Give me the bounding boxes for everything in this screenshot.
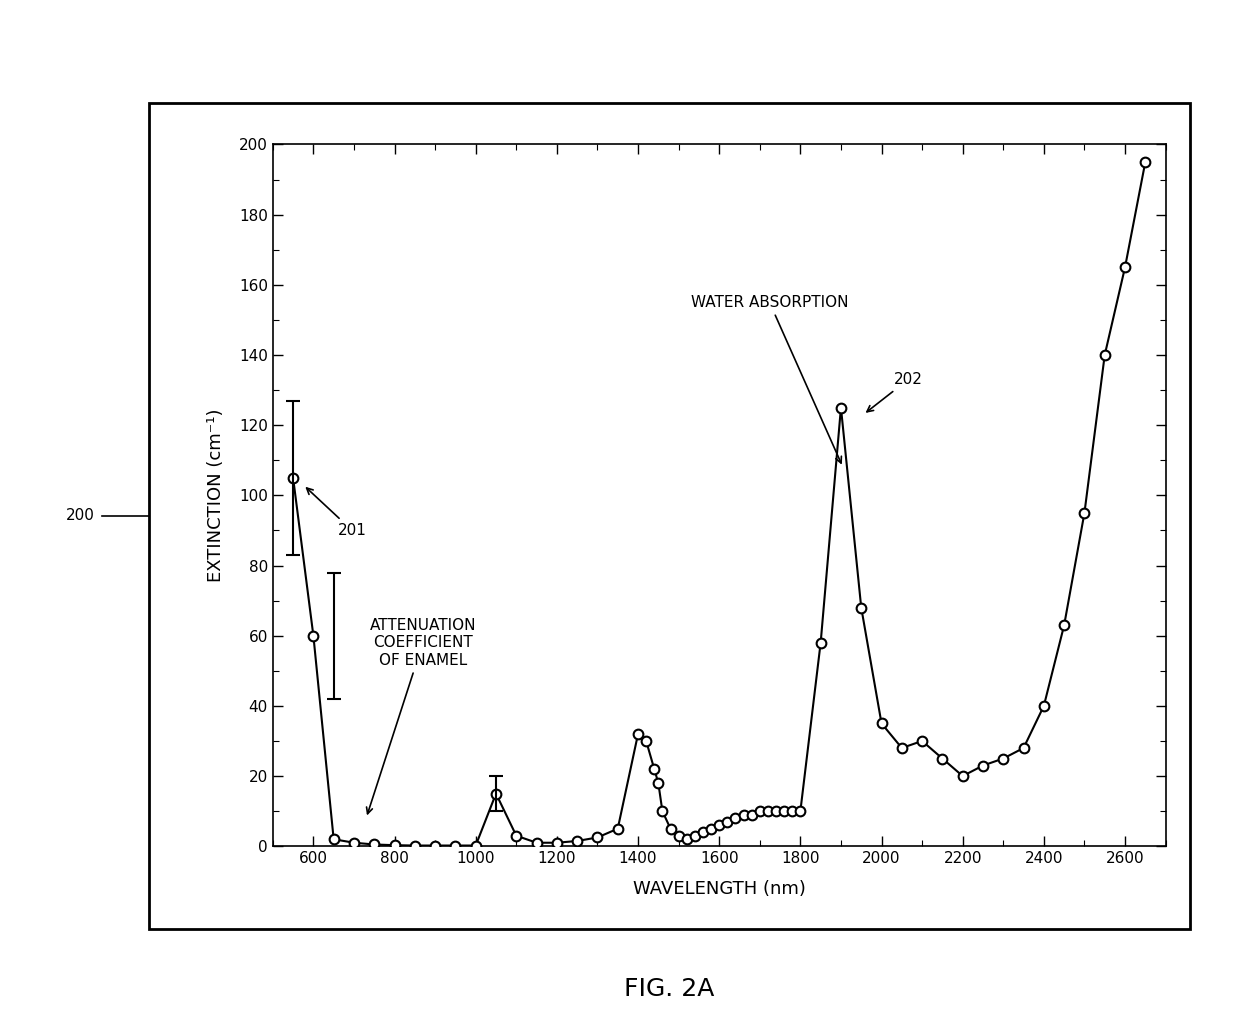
Text: ATTENUATION
COEFFICIENT
OF ENAMEL: ATTENUATION COEFFICIENT OF ENAMEL xyxy=(367,618,476,814)
Text: FIG. 2A: FIG. 2A xyxy=(625,976,714,1001)
X-axis label: WAVELENGTH (nm): WAVELENGTH (nm) xyxy=(632,880,806,898)
Y-axis label: EXTINCTION (cm⁻¹): EXTINCTION (cm⁻¹) xyxy=(207,409,224,582)
Text: 201: 201 xyxy=(306,488,367,538)
Text: 200: 200 xyxy=(66,509,95,523)
Text: WATER ABSORPTION: WATER ABSORPTION xyxy=(691,295,848,463)
Text: 202: 202 xyxy=(867,373,923,412)
